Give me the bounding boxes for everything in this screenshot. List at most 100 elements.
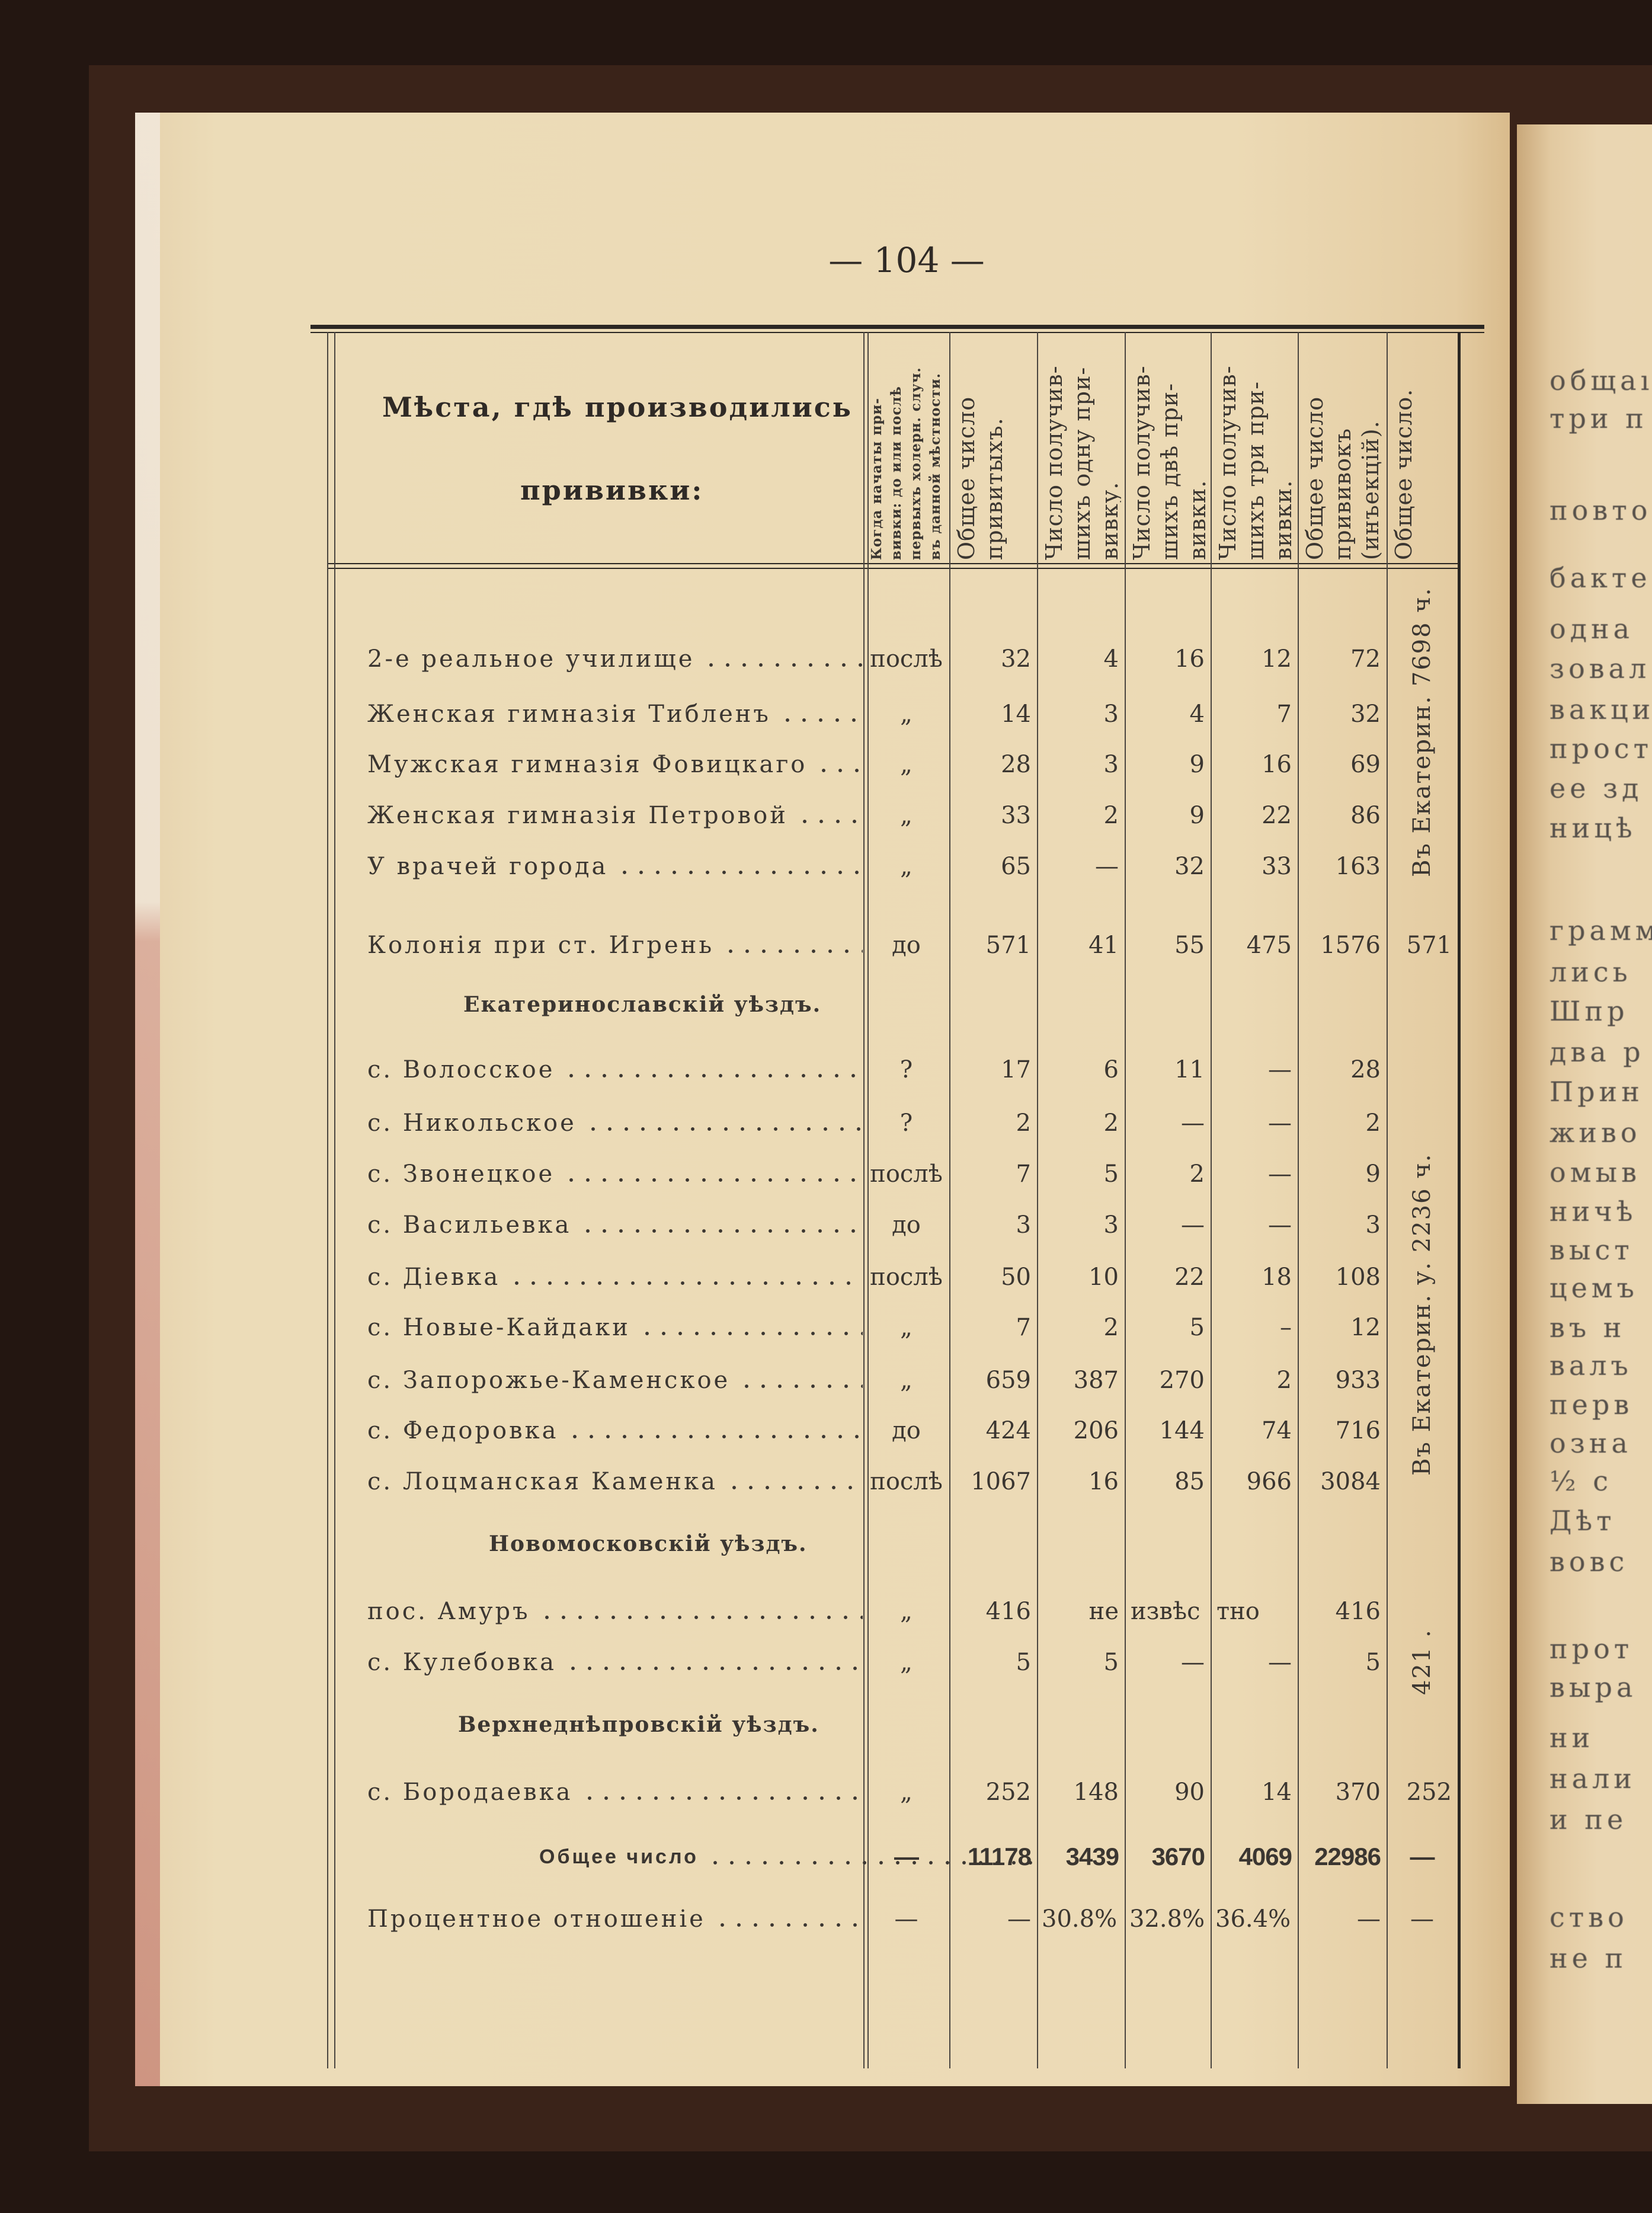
value-cell: 5 — [1103, 1649, 1119, 1676]
column-header-line: вивку. — [1097, 481, 1121, 560]
column-header: Число получив-шихъ двѣ при-вивки. — [1128, 341, 1207, 560]
place-name-text: Процентное отношеніе — [367, 1905, 706, 1933]
value-cell: 7 — [1016, 1314, 1031, 1341]
right-page-text-line: два р — [1549, 1036, 1645, 1068]
value-cell: 22 — [1262, 802, 1292, 829]
table-title-line2: прививки: — [520, 474, 704, 506]
place-name: с. Бородаевка — [367, 1776, 863, 1809]
when-started: „ — [900, 1314, 913, 1341]
percent-row: Процентное отношеніе — — 30.8% 32.8% 36.4% — — — [327, 1902, 1458, 1936]
value-cell: 12 — [1262, 645, 1292, 673]
right-page-text-line: ее зд — [1549, 772, 1643, 804]
column-divider — [1298, 332, 1299, 2068]
when-started: ? — [899, 1056, 913, 1083]
right-page-text-line: нали — [1549, 1763, 1636, 1795]
value-cell: 270 — [1159, 1367, 1205, 1394]
place-name-text: Новомосковскій уѣздъ. — [489, 1531, 808, 1556]
value-cell: 2 — [1365, 1109, 1381, 1137]
value-cell: 252 — [985, 1779, 1031, 1806]
column-header-line: первыхъ холерн. случ. — [908, 367, 924, 560]
place-name: с. Васильевка — [367, 1208, 863, 1242]
table-row: У врачей города „ 65 — 32 33 163 — [327, 850, 1458, 883]
value-cell: 14 — [1001, 701, 1031, 728]
place-name-text: с. Запорожье-Каменское — [367, 1367, 731, 1394]
right-page-text-line: перв — [1549, 1389, 1634, 1421]
value-cell: 108 — [1335, 1264, 1381, 1291]
place-name: Мужская гимназія Фовицкаго — [367, 748, 863, 781]
value-cell: 16 — [1088, 1468, 1119, 1495]
value-cell: — — [1181, 1649, 1205, 1676]
value-cell: 33 — [1262, 853, 1292, 880]
value-cell: — — [1181, 1109, 1205, 1137]
group-total-vertical: Въ Екатерин. у. 2236 ч. — [1408, 1153, 1436, 1476]
value-cell: — — [1268, 1160, 1292, 1188]
value-cell: 475 — [1246, 932, 1292, 959]
value-cell: 1576 — [1320, 932, 1381, 959]
value-cell: — — [1268, 1056, 1292, 1083]
value-cell: 4 — [1189, 701, 1205, 728]
column-divider — [949, 332, 950, 2068]
right-page: общаı три п повто бакте одна зовал вакци прост е… — [1517, 124, 1652, 2104]
group-total-vertical: 421 . — [1408, 1629, 1436, 1695]
column-header-line: вивки. — [1270, 479, 1294, 560]
place-name: с. Звонецкое — [367, 1157, 863, 1191]
value-cell: 2 — [1276, 1367, 1292, 1394]
right-page-text-line: зовал — [1549, 653, 1651, 685]
value-cell: 3084 — [1320, 1468, 1381, 1495]
dot-leader — [722, 929, 863, 962]
dot-leader — [706, 1840, 1035, 1873]
column-header: Общее число привитыхъ. — [953, 341, 1033, 560]
value-cell: 85 — [1174, 1468, 1205, 1495]
column-header-line: Общее число. — [1391, 388, 1417, 560]
right-page-text-line: ничѣ — [1549, 1195, 1637, 1227]
table-top-rule-thin — [310, 332, 1484, 333]
place-name: с. Волосское — [367, 1053, 863, 1086]
value-cell: 3439 — [1065, 1843, 1119, 1870]
right-page-text-line: цемъ — [1549, 1272, 1638, 1304]
value-cell: 4069 — [1238, 1843, 1292, 1870]
value-cell: 32 — [1001, 645, 1031, 673]
right-page-text-line: вакци — [1549, 693, 1652, 725]
value-cell: 33 — [1001, 802, 1031, 829]
when-started: „ — [900, 701, 913, 728]
dot-leader — [703, 642, 863, 676]
value-cell: 2 — [1103, 802, 1119, 829]
right-page-text-line: валъ — [1549, 1349, 1632, 1381]
column-header-line: Число получив- — [1041, 365, 1067, 560]
right-page-text-line: ницѣ — [1549, 812, 1637, 844]
place-name: с. Запорожье-Каменское — [367, 1364, 863, 1397]
column-header: Общее число прививокъ (инъекцій). — [1301, 341, 1383, 560]
when-started: „ — [900, 1598, 913, 1625]
dot-leader — [564, 1646, 863, 1679]
value-cell: 3 — [1103, 751, 1119, 778]
place-name: У врачей города — [367, 850, 863, 883]
table-row: Женская гимназія Петровой „ 33 2 9 22 86 — [327, 799, 1458, 832]
column-header: Число получив-шихъ три при-вивки. — [1214, 341, 1294, 560]
value-cell: 55 — [1174, 932, 1205, 959]
table-row: с. Новые-Кайдаки „ 7 2 5 – 12 — [327, 1311, 1458, 1344]
table-row: с. Діевка послѣ 50 10 22 18 108 — [327, 1261, 1458, 1294]
value-cell: 1067 — [971, 1468, 1031, 1495]
dot-leader — [580, 1208, 863, 1242]
value-cell: 86 — [1350, 802, 1381, 829]
value-cell: — — [1268, 1649, 1292, 1676]
place-name: Общее число — [367, 1840, 1035, 1873]
value-cell: — — [1268, 1211, 1292, 1239]
when-started: послѣ — [870, 645, 943, 673]
column-header-line: вивки. — [1184, 479, 1207, 560]
place-name: пос. Амуръ — [367, 1595, 863, 1628]
place-name-text: У врачей города — [367, 853, 609, 880]
right-page-text-line: лись — [1549, 956, 1632, 988]
value-cell: 22986 — [1314, 1843, 1381, 1870]
place-name: Процентное отношеніе — [367, 1902, 863, 1936]
place-name: 2-е реальное училище — [367, 642, 863, 676]
header-bottom-rule — [327, 563, 1458, 564]
column-header: Число получив-шихъ одну при-вивку. — [1040, 341, 1121, 560]
dot-leader — [725, 1465, 863, 1498]
table-top-rule — [310, 325, 1484, 329]
table-row: с. Кулебовка „ 5 5 — — 5 — [327, 1646, 1458, 1679]
header-bottom-rule-2 — [327, 568, 1458, 569]
value-cell: 74 — [1262, 1417, 1292, 1444]
column-header-line: прививокъ — [1330, 428, 1356, 560]
group-total-cell: 252 — [1406, 1779, 1452, 1806]
